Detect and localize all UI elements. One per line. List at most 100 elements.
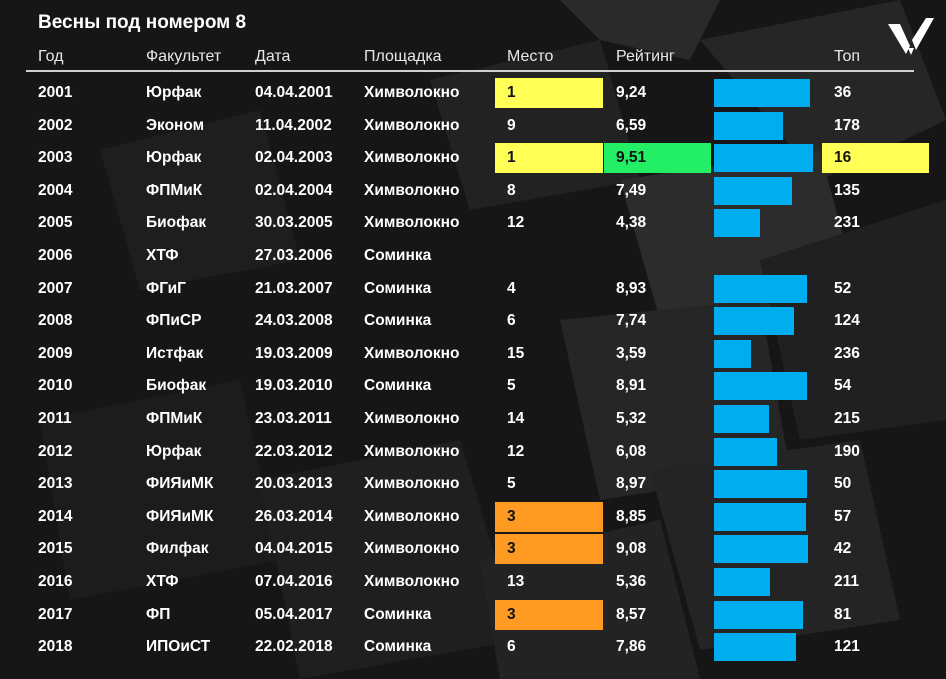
- header-top: Топ: [834, 48, 861, 65]
- cell-venue: Соминка: [364, 247, 432, 264]
- cell-place: 3: [507, 507, 516, 525]
- table-row: 2009 Истфак 19.03.2009 Химволокно 15 3,59 236: [0, 338, 946, 370]
- cell-top: 52: [834, 279, 852, 297]
- cell-place-highlight: 1: [495, 143, 603, 174]
- cell-rating: 8,91: [616, 377, 647, 395]
- cell-rating: 4,38: [616, 214, 647, 232]
- cell-year: 2018: [38, 638, 73, 656]
- cell-rating: 7,86: [616, 638, 647, 656]
- cell-venue: Химволокно: [364, 149, 460, 167]
- cell-year: 2002: [38, 116, 73, 134]
- cell-date: 22.03.2012: [255, 442, 333, 460]
- cell-year: 2016: [38, 573, 73, 590]
- cell-faculty: ХТФ: [146, 247, 179, 264]
- cell-date: 04.04.2001: [255, 84, 333, 101]
- cell-top: 211: [834, 573, 860, 590]
- cell-date: 02.04.2004: [255, 181, 333, 199]
- rating-bar: [714, 568, 770, 596]
- zvesna-logo-icon: [888, 18, 934, 55]
- table-row: 2007 ФГиГ 21.03.2007 Соминка 4 8,93 52: [0, 273, 946, 305]
- rating-bar: [714, 437, 777, 466]
- cell-top: 50: [834, 475, 852, 493]
- cell-date: 21.03.2007: [255, 279, 333, 297]
- cell-rating: 7,49: [616, 181, 647, 199]
- cell-year: 2007: [38, 279, 73, 297]
- cell-venue: Химволокно: [364, 84, 460, 101]
- rating-bar: [714, 470, 807, 499]
- cell-date: 23.03.2011: [255, 410, 332, 427]
- table-row: 2008 ФПиСР 24.03.2008 Соминка 6 7,74 124: [0, 305, 946, 337]
- cell-date: 07.04.2016: [255, 573, 333, 590]
- cell-faculty: Юрфак: [146, 149, 202, 167]
- cell-date: 30.03.2005: [255, 214, 333, 232]
- cell-venue: Химволокно: [364, 442, 460, 460]
- cell-place: 1: [507, 149, 516, 167]
- cell-rating: 9,24: [616, 84, 647, 101]
- table-row: 2004 ФПМиК 02.04.2004 Химволокно 8 7,49 135: [0, 175, 946, 207]
- table-row: 2002 Эконом 11.04.2002 Химволокно 9 6,59 178: [0, 110, 946, 142]
- cell-faculty: ФП: [146, 605, 171, 623]
- cell-faculty: ХТФ: [146, 573, 179, 590]
- cell-top: 215: [834, 410, 860, 427]
- cell-place: 8: [507, 181, 516, 199]
- cell-top: 36: [834, 84, 852, 101]
- cell-top: 231: [834, 214, 860, 232]
- rating-bar: [714, 79, 810, 107]
- cell-place: 13: [507, 573, 525, 590]
- cell-place: 9: [507, 116, 516, 134]
- cell-top: 121: [834, 638, 860, 656]
- cell-rating: 5,32: [616, 410, 647, 427]
- cell-date: 24.03.2008: [255, 312, 333, 330]
- rating-bar: [714, 535, 808, 564]
- cell-top: 16: [834, 149, 852, 167]
- cell-date: 11.04.2002: [255, 116, 332, 134]
- cell-top: 57: [834, 507, 852, 525]
- rating-bar: [714, 176, 792, 205]
- cell-place: 6: [507, 312, 516, 330]
- cell-top-highlight: 16: [822, 143, 929, 174]
- cell-faculty: ИПОиСТ: [146, 638, 211, 656]
- cell-faculty: ФИЯиМК: [146, 507, 214, 525]
- rating-bar: [714, 144, 813, 173]
- cell-place: 3: [507, 605, 516, 623]
- table-row: 2006 ХТФ 27.03.2006 Соминка: [0, 240, 946, 272]
- table-row: 2014 ФИЯиМК 26.03.2014 Химволокно 3 8,85 57: [0, 501, 946, 533]
- cell-venue: Химволокно: [364, 573, 460, 590]
- cell-venue: Химволокно: [364, 410, 460, 427]
- cell-faculty: Эконом: [146, 116, 205, 134]
- table-row: 2010 Биофак 19.03.2010 Соминка 5 8,91 54: [0, 370, 946, 402]
- cell-year: 2013: [38, 475, 73, 493]
- cell-place: 12: [507, 214, 525, 232]
- cell-date: 27.03.2006: [255, 247, 333, 264]
- cell-faculty: ФИЯиМК: [146, 475, 214, 493]
- cell-faculty: Юрфак: [146, 84, 202, 101]
- cell-faculty: ФПМиК: [146, 410, 203, 427]
- cell-rating: 6,59: [616, 116, 647, 134]
- cell-venue: Соминка: [364, 638, 432, 656]
- cell-year: 2006: [38, 247, 73, 264]
- cell-date: 02.04.2003: [255, 149, 333, 167]
- cell-year: 2003: [38, 149, 73, 167]
- cell-rating: 8,93: [616, 279, 647, 297]
- cell-year: 2011: [38, 410, 72, 427]
- cell-year: 2008: [38, 312, 73, 330]
- cell-rating-highlight: 9,51: [604, 143, 711, 174]
- header-faculty: Факультет: [146, 48, 222, 65]
- table-row: 2012 Юрфак 22.03.2012 Химволокно 12 6,08 190: [0, 436, 946, 468]
- cell-top: 42: [834, 540, 852, 558]
- cell-venue: Соминка: [364, 605, 432, 623]
- cell-year: 2015: [38, 540, 73, 558]
- cell-place-highlight: 3: [495, 599, 603, 630]
- cell-place: 6: [507, 638, 516, 656]
- rating-bar: [714, 274, 807, 303]
- table-row: 2018 ИПОиСТ 22.02.2018 Соминка 6 7,86 121: [0, 631, 946, 663]
- cell-venue: Соминка: [364, 377, 432, 395]
- cell-top: 135: [834, 181, 860, 199]
- cell-rating: 6,08: [616, 442, 647, 460]
- cell-year: 2004: [38, 181, 73, 199]
- table-row: 2003 Юрфак 02.04.2003 Химволокно 1 9,51 16: [0, 142, 946, 174]
- cell-place: 4: [507, 279, 516, 297]
- cell-venue: Химволокно: [364, 507, 460, 525]
- header-rating: Рейтинг: [616, 48, 675, 65]
